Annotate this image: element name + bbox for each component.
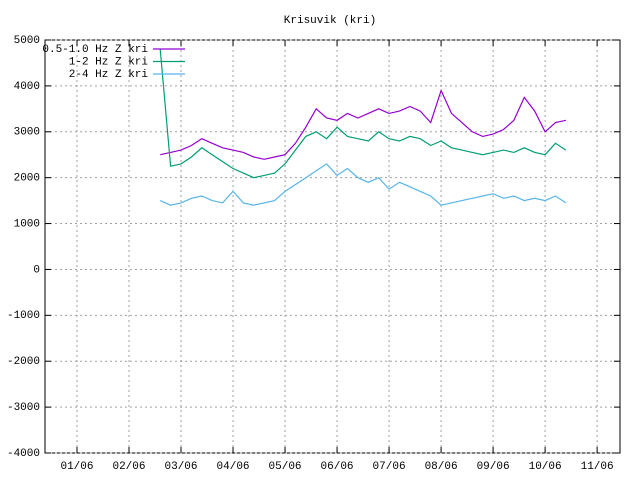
legend-label: 0.5-1.0 Hz Z kri: [42, 44, 148, 56]
y-tick-label: -2000: [7, 356, 40, 368]
x-tick-label: 07/06: [373, 461, 406, 473]
y-tick-label: 5000: [14, 35, 40, 47]
legend-label: 2-4 Hz Z kri: [69, 69, 149, 81]
y-tick-label: 1000: [14, 218, 40, 230]
series-line: [159, 49, 567, 179]
y-tick-label: -4000: [7, 448, 40, 460]
chart-title: Krisuvik (kri): [284, 15, 376, 27]
x-tick-label: 01/06: [60, 461, 93, 473]
x-tick-label: 08/06: [425, 461, 458, 473]
x-tick-label: 11/06: [581, 461, 614, 473]
x-tick-label: 09/06: [477, 461, 510, 473]
x-tick-label: 03/06: [165, 461, 198, 473]
y-tick-label: 3000: [14, 127, 40, 139]
y-tick-label: 0: [33, 264, 40, 276]
y-tick-label: 2000: [14, 173, 40, 185]
legend-label: 1-2 Hz Z kri: [69, 56, 149, 68]
x-tick-label: 02/06: [112, 461, 145, 473]
plot-frame: [44, 39, 621, 454]
y-tick-label: -3000: [7, 402, 40, 414]
x-tick-label: 05/06: [269, 461, 302, 473]
x-tick-label: 04/06: [217, 461, 250, 473]
series-line: [159, 163, 567, 206]
x-tick-label: 10/06: [529, 461, 562, 473]
y-tick-label: 4000: [14, 81, 40, 93]
y-tick-label: -1000: [7, 310, 40, 322]
series-line: [160, 88, 567, 160]
x-tick-label: 06/06: [321, 461, 354, 473]
